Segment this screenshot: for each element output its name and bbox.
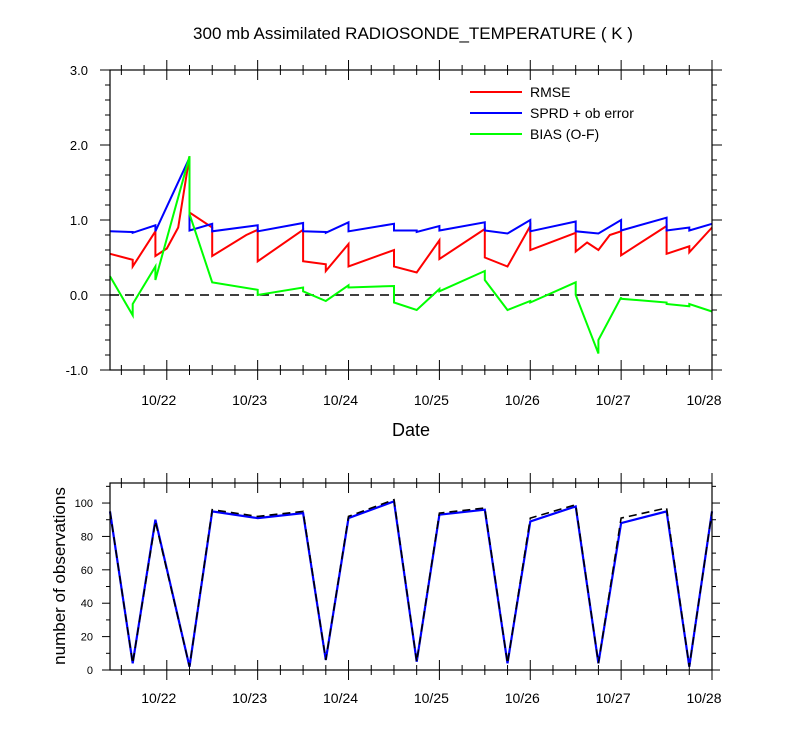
top-chart-series — [109, 156, 713, 354]
x-tick-label: 10/26 — [505, 690, 540, 706]
bottom-chart-frame — [109, 482, 713, 671]
y-tick-label: 2.0 — [70, 138, 88, 153]
x-tick-label: 10/23 — [232, 690, 267, 706]
series-line-observations-possible — [109, 498, 713, 667]
chart-title: 300 mb Assimilated RADIOSONDE_TEMPERATUR… — [193, 24, 633, 43]
x-tick-label: 10/26 — [505, 392, 540, 408]
series-line-sprd-ob-error — [109, 157, 713, 235]
x-tick-label: 10/25 — [414, 392, 449, 408]
series-line-bias-o-f- — [109, 156, 713, 354]
series-line-observations-used — [108, 499, 714, 667]
x-tick-label: 10/24 — [323, 690, 358, 706]
y-tick-label: 40 — [81, 598, 93, 610]
y-tick-label: 100 — [75, 498, 93, 510]
x-tick-label: 10/27 — [596, 690, 631, 706]
legend-label: RMSE — [530, 84, 570, 100]
legend-label: BIAS (O-F) — [530, 126, 599, 142]
y-tick-label: 60 — [81, 565, 93, 577]
top-y-tick-labels: -1.0 0.0 1.0 2.0 3.0 — [66, 63, 88, 378]
top-chart-frame — [109, 69, 713, 371]
y-axis-label: number of observations — [50, 487, 69, 665]
y-tick-label: -1.0 — [66, 363, 88, 378]
y-tick-label: 0.0 — [70, 288, 88, 303]
bottom-y-tick-labels: 0 20 40 60 80 100 — [75, 498, 93, 677]
x-tick-label: 10/23 — [232, 392, 267, 408]
y-tick-label: 20 — [81, 632, 93, 644]
x-tick-label: 10/22 — [141, 392, 176, 408]
top-chart-ticks — [100, 60, 722, 380]
x-tick-label: 10/28 — [686, 392, 721, 408]
x-tick-label: 10/28 — [686, 690, 721, 706]
x-tick-label: 10/24 — [323, 392, 358, 408]
y-tick-label: 80 — [81, 531, 93, 543]
series-line-rmse — [109, 156, 713, 274]
top-chart: -1.00.01.02.03.0 10/22 10/23 10/24 10/25 10/… — [66, 60, 722, 408]
legend: RMSE SPRD + ob error BIAS (O-F) — [470, 84, 634, 142]
x-tick-label: 10/27 — [596, 392, 631, 408]
y-tick-label: 1.0 — [70, 213, 88, 228]
y-tick-label: 3.0 — [70, 63, 88, 78]
bottom-chart-ticks — [102, 473, 720, 680]
x-tick-label: 10/25 — [414, 690, 449, 706]
top-x-tick-labels: 10/22 10/23 10/24 10/25 10/26 10/27 10/28 — [141, 392, 721, 408]
y-tick-label: 0 — [87, 665, 93, 677]
x-axis-label: Date — [392, 420, 430, 440]
x-tick-label: 10/22 — [141, 690, 176, 706]
bottom-x-tick-labels: 10/22 10/23 10/24 10/25 10/26 10/27 10/28 — [141, 690, 721, 706]
bottom-chart-series — [108, 498, 714, 667]
legend-label: SPRD + ob error — [530, 105, 634, 121]
